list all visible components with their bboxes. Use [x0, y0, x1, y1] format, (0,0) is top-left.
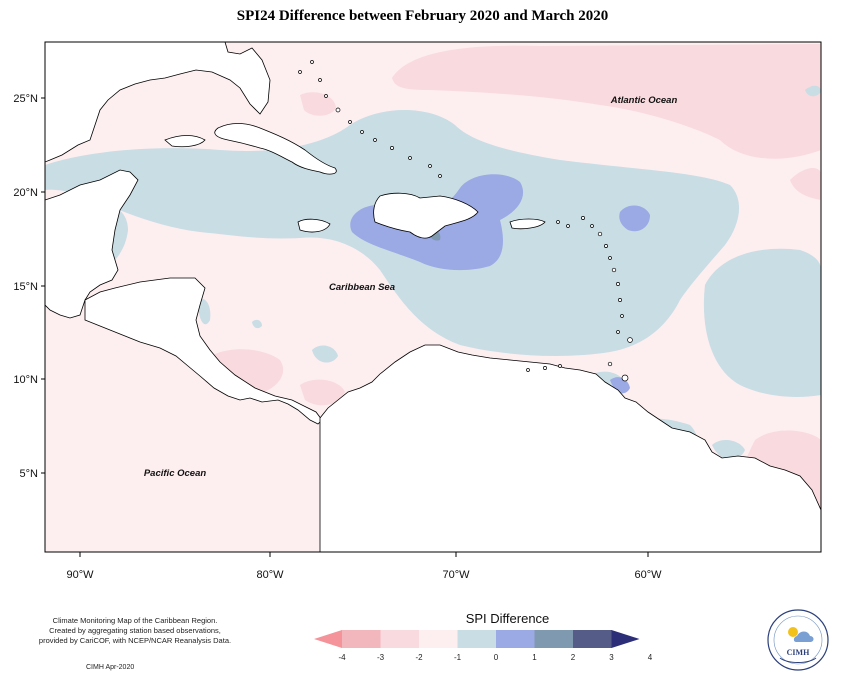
lat-tick-label: 20°N — [13, 187, 38, 199]
axis-ticks: 25°N 20°N 15°N 10°N 5°N 90°W 80°W 70°W 60°W — [13, 93, 662, 581]
lat-tick-label: 25°N — [13, 93, 38, 105]
lon-tick-label: 70°W — [442, 569, 470, 581]
map-title: SPI24 Difference between February 2020 a… — [236, 8, 609, 24]
map-notes: Climate Monitoring Map of the Caribbean … — [30, 616, 240, 646]
sun-icon — [788, 627, 798, 637]
note-line: Climate Monitoring Map of the Caribbean … — [52, 616, 218, 625]
lat-tick-label: 15°N — [13, 281, 38, 293]
cimh-logo: CIMH — [767, 609, 829, 671]
map-labels: Atlantic Ocean Caribbean Sea Pacific Ocean — [144, 95, 678, 479]
lat-tick-label: 5°N — [20, 468, 39, 480]
landmass — [45, 42, 821, 552]
note-line: provided by CariCOF, with NCEP/NCAR Rean… — [38, 636, 232, 645]
lon-tick-label: 90°W — [66, 569, 94, 581]
legend-title: SPI Difference — [465, 611, 550, 626]
pacific-ocean-label: Pacific Ocean — [144, 468, 207, 479]
lat-tick-label: 10°N — [13, 374, 38, 386]
atlantic-ocean-label: Atlantic Ocean — [610, 95, 678, 106]
lon-tick-label: 80°W — [256, 569, 284, 581]
map-frame — [44, 41, 822, 553]
credit-text: CIMH Apr-2020 — [86, 664, 135, 671]
caribbean-sea-label: Caribbean Sea — [329, 282, 395, 293]
logo-wave — [779, 657, 817, 663]
note-line: Created by aggregating station based obs… — [49, 626, 221, 635]
lon-tick-label: 60°W — [634, 569, 662, 581]
logo-text: CIMH — [787, 648, 810, 657]
cloud-icon — [793, 631, 814, 642]
lesser-antilles — [298, 60, 633, 382]
